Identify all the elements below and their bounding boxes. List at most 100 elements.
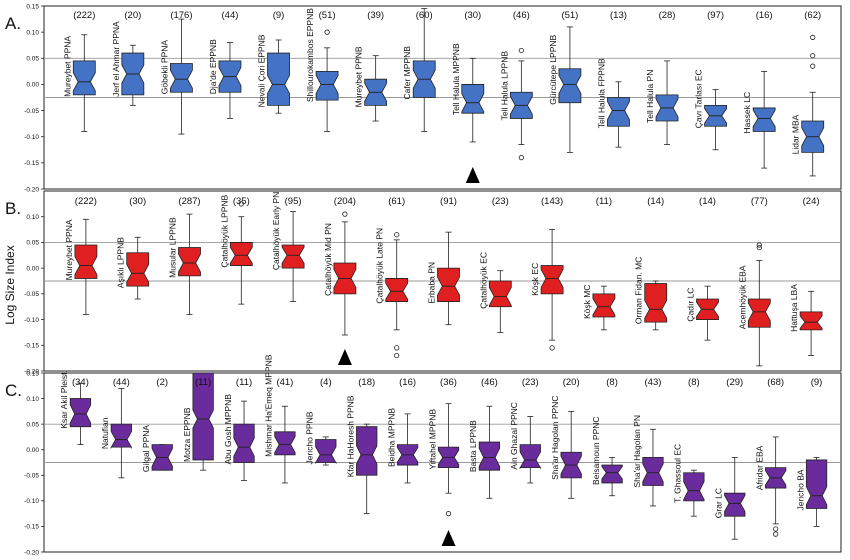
- sample-count: (35): [233, 196, 250, 207]
- box: [747, 298, 771, 328]
- sample-count: (51): [319, 10, 336, 21]
- panel-b: B. 0.10 0.05 0.00 -0.05 -0.10 -0.15 -0.20 (222) M…: [5, 190, 842, 375]
- box: [72, 60, 96, 96]
- sample-count: (11): [596, 196, 612, 207]
- marker-arrow: [441, 530, 456, 546]
- box: [178, 247, 201, 277]
- sample-count: (44): [113, 377, 130, 388]
- outlier-point: [773, 526, 779, 532]
- sample-count: (36): [440, 377, 457, 388]
- site-label: Motza EPPNB: [182, 407, 192, 462]
- sample-count: (9): [811, 377, 823, 388]
- site-label: Tell Halula LPPNB: [499, 51, 509, 121]
- site-label: Mureybet PPNA: [64, 219, 74, 280]
- sample-count: (16): [756, 10, 773, 21]
- box: [519, 444, 541, 470]
- site-label: Sha'ar Hagolan PN: [632, 415, 642, 488]
- box: [752, 107, 776, 132]
- sample-count: (20): [563, 377, 580, 388]
- site-label: Jericho PPNB: [305, 411, 315, 464]
- box: [281, 244, 305, 269]
- site-label: Acemhöyük EBA: [737, 265, 747, 329]
- site-label: Çatalhöyük Late PN: [375, 228, 385, 304]
- site-label: Cafer MPPNB: [402, 46, 412, 100]
- site-label: Tell Halula FPPNB: [596, 58, 606, 128]
- box: [126, 252, 150, 287]
- box: [601, 464, 623, 484]
- y-tick-label: 0.00: [26, 82, 39, 89]
- panel-b-letter: B.: [5, 199, 21, 218]
- sample-count: (16): [399, 377, 416, 388]
- sample-count: (176): [170, 10, 192, 21]
- y-tick-label: -0.20: [24, 549, 39, 556]
- sample-count: (43): [645, 377, 662, 388]
- y-tick-label: -0.20: [24, 186, 39, 193]
- box: [267, 52, 290, 106]
- box: [592, 293, 616, 318]
- box: [74, 244, 98, 279]
- sample-count: (8): [688, 377, 700, 388]
- site-label: Beisamoun PPNC: [591, 416, 601, 485]
- sample-count: (287): [178, 196, 200, 207]
- site-label: Mishmar Ha'Emeq MPPNB: [264, 354, 274, 457]
- site-label: Mureybet PPNB: [354, 46, 364, 107]
- sample-count: (97): [707, 10, 724, 21]
- box: [607, 97, 630, 127]
- outlier-point: [394, 345, 400, 351]
- sample-count: (46): [481, 377, 498, 388]
- site-label: Nevali Çori EPPNB: [257, 34, 267, 107]
- box: [558, 68, 582, 104]
- y-axis-label: Log Size Index: [3, 245, 17, 324]
- outlier-point: [518, 155, 524, 161]
- y-tick-label: -0.15: [24, 524, 39, 531]
- site-label: Sha'ar Hagolan PPNC: [550, 396, 560, 480]
- sample-count: (30): [464, 10, 481, 21]
- outlier-point: [394, 352, 400, 359]
- site-label: Natufian: [100, 417, 110, 449]
- y-tick-label: -0.10: [24, 498, 39, 505]
- y-tick-label: -0.05: [24, 108, 39, 115]
- site-label: Dja'de EPPNB: [208, 39, 218, 94]
- outlier-point: [756, 244, 762, 251]
- sample-count: (4): [320, 377, 332, 388]
- sample-count: (34): [72, 377, 89, 388]
- box: [644, 283, 668, 323]
- outlier-point: [518, 47, 524, 54]
- box: [540, 265, 564, 295]
- panel-c: C. 0.15 0.10 0.05 0.00 -0.05 -0.10 -0.15 -0.20 (3…: [5, 354, 842, 556]
- sample-count: (39): [367, 10, 384, 21]
- sample-count: (9): [273, 10, 285, 21]
- marker-arrow: [465, 167, 480, 183]
- site-label: Gilgal PPNA: [141, 425, 151, 473]
- sample-count: (29): [726, 377, 743, 388]
- box: [229, 242, 253, 266]
- site-label: Ain Ghazal PPNC: [509, 402, 519, 470]
- site-label: Yiftahel MPPNB: [427, 409, 437, 470]
- box: [488, 280, 512, 308]
- y-tick-label: 0.10: [26, 396, 39, 403]
- outlier-point: [394, 232, 400, 238]
- box: [724, 492, 746, 517]
- box: [110, 423, 132, 450]
- sample-count: (24): [803, 196, 820, 207]
- site-label: Lidar MBA: [791, 114, 801, 154]
- sample-count: (77): [751, 196, 768, 207]
- box: [170, 63, 193, 93]
- sample-count: (51): [561, 10, 578, 21]
- y-tick-label: 0.10: [26, 214, 39, 221]
- site-label: Erbaba PN: [427, 262, 437, 304]
- y-tick-label: 0.05: [26, 421, 39, 428]
- site-label: Ksar Akil Pleist.: [59, 370, 69, 429]
- y-tick-label: -0.05: [24, 473, 39, 480]
- outlier-point: [773, 531, 779, 537]
- outlier-point: [810, 63, 816, 69]
- sample-count: (11): [236, 377, 252, 388]
- y-tick-label: 0.15: [26, 3, 39, 10]
- site-label: Jericho BA: [795, 469, 805, 510]
- panel-c-letter: C.: [5, 381, 22, 400]
- y-tick-label: -0.15: [24, 160, 39, 167]
- outlier-point: [810, 34, 816, 40]
- box: [461, 84, 485, 114]
- sample-count: (62): [804, 10, 821, 21]
- site-label: Hattuşa LBA: [789, 284, 799, 332]
